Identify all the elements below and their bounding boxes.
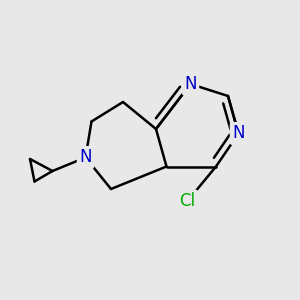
Text: N: N	[184, 75, 197, 93]
Text: Cl: Cl	[179, 192, 196, 210]
Text: N: N	[232, 124, 245, 142]
Text: N: N	[79, 148, 92, 166]
Text: N: N	[184, 75, 197, 93]
Text: N: N	[79, 148, 92, 166]
Text: Cl: Cl	[179, 192, 196, 210]
Text: N: N	[232, 124, 245, 142]
